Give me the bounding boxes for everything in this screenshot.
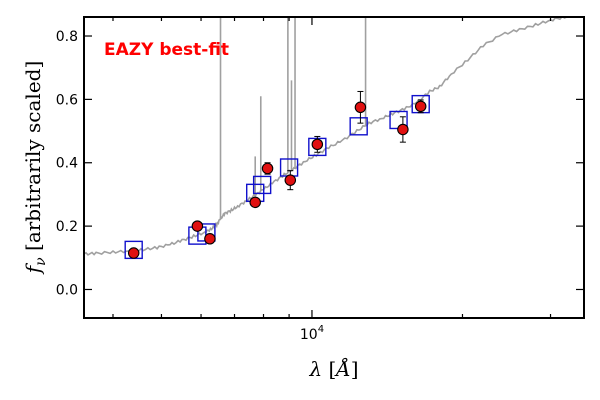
plot-frame [83, 16, 585, 319]
observed-point [414, 99, 427, 114]
observed-marker [397, 123, 409, 136]
observed-marker [249, 196, 261, 209]
model-photometry-square [349, 117, 368, 136]
y-tick-label: 0.2 [56, 219, 78, 235]
observed-marker [284, 174, 297, 186]
observed-marker [261, 162, 274, 175]
observed-marker [204, 233, 216, 245]
observed-point [261, 162, 274, 175]
observed-marker [414, 100, 427, 113]
observed-point [191, 220, 204, 232]
x-tick-label: 104 [300, 324, 324, 343]
observed-marker [191, 220, 204, 232]
sed-continuum-line [84, 17, 575, 256]
observed-marker [354, 101, 367, 114]
model-photometry-layer [124, 94, 430, 260]
observed-marker [311, 138, 324, 151]
x-axis-label: λ [Å] [308, 356, 358, 381]
observed-point [204, 233, 216, 245]
chart-annotation: EAZY best-fit [104, 40, 229, 60]
observed-point [354, 90, 367, 124]
axis-tick-labels: 0.0 0.2 0.4 0.6 0.8 104 [56, 29, 324, 343]
y-tick-label: 0.0 [56, 282, 78, 298]
observed-point [249, 196, 261, 209]
y-tick-label: 0.4 [56, 156, 78, 172]
y-tick-label: 0.8 [56, 29, 78, 45]
observed-marker [127, 247, 140, 259]
y-axis-label: fν [arbitrarily scaled] [21, 61, 49, 276]
plot-area [84, 17, 575, 260]
observed-photometry-layer [127, 90, 427, 259]
observed-point [397, 116, 409, 143]
axis-ticks [84, 17, 584, 318]
model-photometry-square [252, 175, 272, 195]
observed-point [311, 135, 324, 153]
observed-point [127, 247, 140, 259]
sed-model-layer [84, 17, 575, 256]
y-tick-label: 0.6 [56, 92, 78, 108]
observed-point [284, 170, 297, 191]
